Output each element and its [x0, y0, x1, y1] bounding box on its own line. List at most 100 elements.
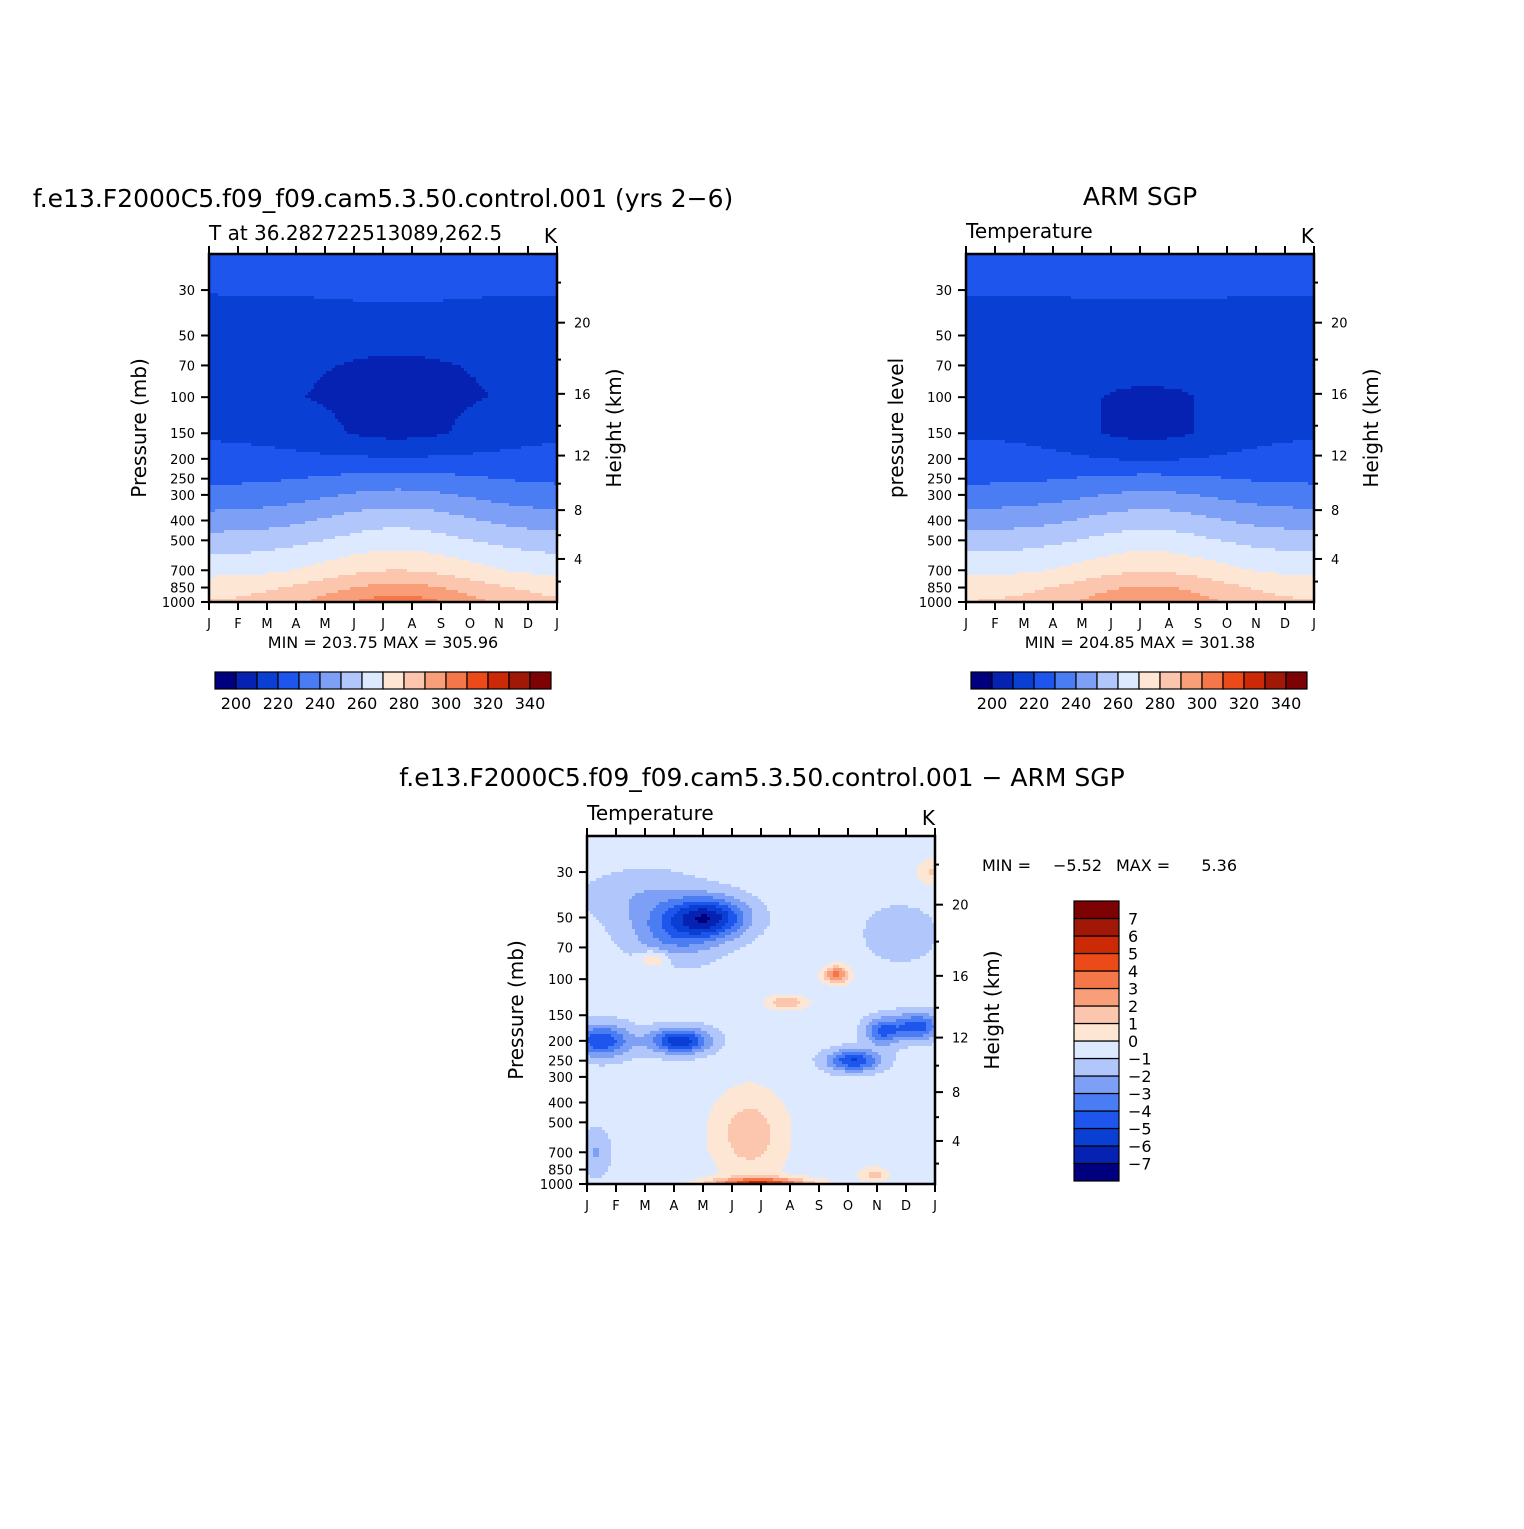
contour-cell	[470, 323, 474, 327]
contour-cell	[248, 368, 252, 372]
contour-cell	[302, 332, 306, 336]
contour-cell	[308, 371, 312, 375]
contour-cell	[356, 371, 360, 375]
contour-cell	[296, 278, 300, 282]
contour-cell	[521, 293, 525, 297]
contour-cell	[431, 329, 435, 333]
contour-cell	[296, 257, 300, 261]
contour-cell	[221, 302, 225, 306]
contour-cell	[476, 263, 480, 267]
contour-cell	[545, 377, 549, 381]
contour-cell	[449, 338, 453, 342]
contour-cell	[329, 347, 333, 351]
contour-cell	[326, 260, 330, 264]
contour-cell	[359, 308, 363, 312]
contour-cell	[359, 371, 363, 375]
contour-cell	[296, 332, 300, 336]
contour-cell	[272, 281, 276, 285]
contour-cell	[470, 308, 474, 312]
contour-cell	[281, 290, 285, 294]
contour-cell	[428, 344, 432, 348]
contour-cell	[380, 284, 384, 288]
contour-cell	[236, 365, 240, 369]
contour-cell	[359, 263, 363, 267]
contour-cell	[257, 356, 261, 360]
contour-cell	[317, 341, 321, 345]
contour-cell	[269, 347, 273, 351]
contour-cell	[323, 350, 327, 354]
contour-cell	[428, 329, 432, 333]
contour-cell	[488, 326, 492, 330]
contour-cell	[218, 308, 222, 312]
contour-cell	[341, 374, 345, 378]
contour-cell	[380, 314, 384, 318]
contour-cell	[518, 350, 522, 354]
contour-cell	[524, 314, 528, 318]
contour-cell	[434, 362, 438, 366]
contour-cell	[548, 269, 552, 273]
contour-cell	[494, 374, 498, 378]
contour-cell	[509, 317, 513, 321]
contour-cell	[464, 329, 468, 333]
contour-cell	[347, 338, 351, 342]
contour-cell	[494, 365, 498, 369]
contour-cell	[308, 374, 312, 378]
contour-cell	[503, 299, 507, 303]
contour-cell	[353, 269, 357, 273]
contour-cell	[542, 269, 546, 273]
contour-cell	[515, 296, 519, 300]
contour-cell	[494, 311, 498, 315]
contour-cell	[434, 290, 438, 294]
contour-cell	[359, 356, 363, 360]
contour-cell	[290, 296, 294, 300]
contour-cell	[506, 257, 510, 261]
contour-cell	[299, 257, 303, 261]
contour-cell	[254, 332, 258, 336]
contour-cell	[350, 338, 354, 342]
contour-cell	[545, 317, 549, 321]
contour-cell	[326, 275, 330, 279]
contour-cell	[218, 320, 222, 324]
contour-cell	[383, 305, 387, 309]
contour-cell	[227, 332, 231, 336]
contour-cell	[311, 308, 315, 312]
contour-cell	[518, 275, 522, 279]
contour-cell	[365, 284, 369, 288]
contour-cell	[299, 380, 303, 384]
contour-cell	[443, 326, 447, 330]
contour-cell	[257, 266, 261, 270]
contour-cell	[521, 257, 525, 261]
contour-cell	[497, 290, 501, 294]
contour-cell	[224, 254, 228, 258]
contour-cell	[275, 323, 279, 327]
contour-cell	[461, 362, 465, 366]
contour-cell	[335, 362, 339, 366]
contour-cell	[356, 269, 360, 273]
contour-cell	[254, 263, 258, 267]
contour-cell	[443, 293, 447, 297]
contour-cell	[422, 368, 426, 372]
contour-cell	[245, 368, 249, 372]
contour-cell	[479, 284, 483, 288]
contour-cell	[248, 314, 252, 318]
contour-cell	[266, 263, 270, 267]
contour-cell	[380, 263, 384, 267]
contour-cell	[491, 263, 495, 267]
contour-cell	[506, 356, 510, 360]
contour-cell	[536, 314, 540, 318]
contour-cell	[227, 317, 231, 321]
contour-cell	[356, 311, 360, 315]
contour-cell	[296, 287, 300, 291]
contour-cell	[554, 317, 557, 321]
contour-cell	[323, 362, 327, 366]
contour-cell	[467, 287, 471, 291]
contour-cell	[542, 341, 546, 345]
contour-cell	[434, 263, 438, 267]
contour-cell	[392, 269, 396, 273]
contour-cell	[272, 347, 276, 351]
contour-cell	[341, 272, 345, 276]
contour-cell	[314, 323, 318, 327]
contour-cell	[467, 356, 471, 360]
contour-cell	[446, 359, 450, 363]
contour-cell	[503, 377, 507, 381]
